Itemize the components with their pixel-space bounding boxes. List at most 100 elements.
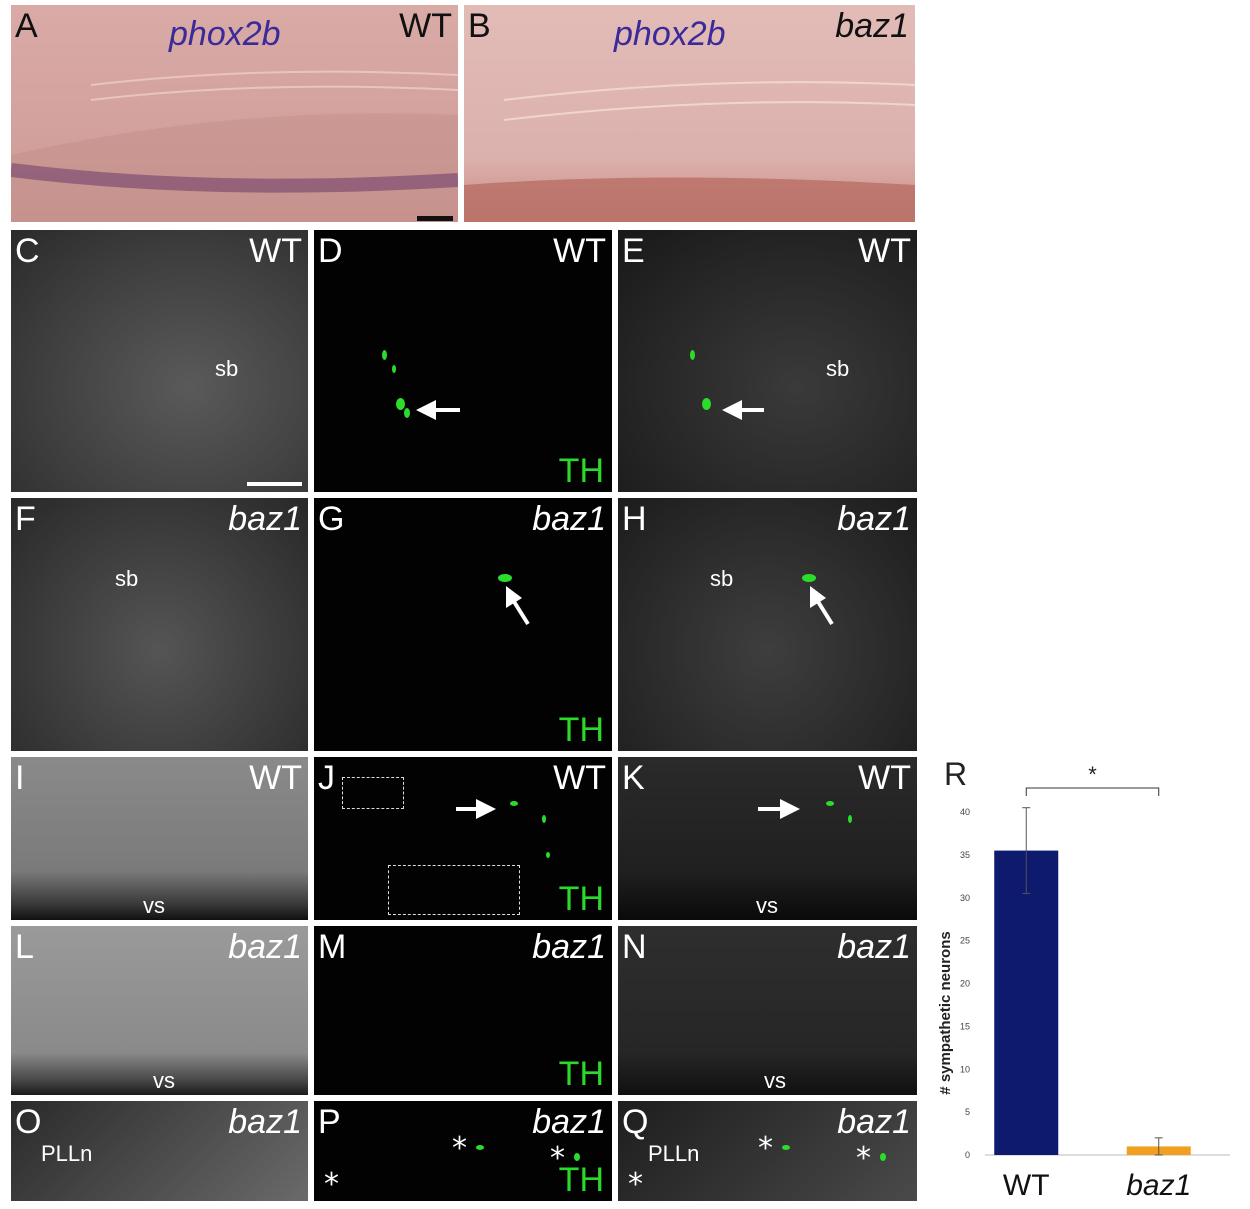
panel-a-tissue bbox=[11, 70, 458, 222]
inset-box bbox=[342, 777, 404, 809]
panel-label: D bbox=[318, 232, 343, 270]
genotype-label: baz1 bbox=[837, 928, 911, 966]
asterisk-marker: * bbox=[324, 1167, 339, 1201]
y-tick-label: 35 bbox=[960, 850, 970, 860]
arrow-icon bbox=[810, 586, 834, 626]
marker-label: TH bbox=[558, 880, 604, 918]
bar-chart: # sympathetic neurons 0 5 10 15 20 25 30 35 40 W… bbox=[937, 762, 1230, 1202]
genotype-label: baz1 bbox=[532, 1103, 606, 1141]
panel-o: O baz1 PLLn bbox=[11, 1101, 308, 1201]
th-cell bbox=[574, 1153, 580, 1161]
structure-label: sb bbox=[215, 356, 239, 381]
marker-label: TH bbox=[558, 1161, 604, 1199]
panel-label: K bbox=[622, 759, 645, 797]
panel-k: K WT vs bbox=[618, 757, 917, 920]
structure-label: sb bbox=[710, 566, 734, 591]
bar-wt bbox=[994, 850, 1059, 1155]
panel-label: P bbox=[318, 1103, 341, 1141]
th-cell bbox=[802, 574, 816, 582]
th-cell bbox=[396, 398, 405, 410]
significance-asterisk: * bbox=[1088, 762, 1097, 787]
asterisk-marker: * bbox=[758, 1131, 773, 1166]
y-tick-label: 10 bbox=[960, 1064, 970, 1074]
structure-label: sb bbox=[115, 566, 139, 591]
asterisk-marker: * bbox=[856, 1141, 871, 1176]
th-cell bbox=[476, 1145, 484, 1150]
genotype-label: WT bbox=[249, 759, 302, 797]
panel-label: Q bbox=[622, 1103, 649, 1141]
x-tick-label: baz1 bbox=[1126, 1169, 1191, 1202]
gene-label: phox2b bbox=[169, 15, 281, 53]
panel-label: O bbox=[15, 1103, 42, 1141]
th-cell bbox=[392, 365, 396, 373]
marker-label: TH bbox=[558, 711, 604, 749]
panel-j: J WT TH bbox=[314, 757, 612, 920]
panel-m: M baz1 TH bbox=[314, 926, 612, 1095]
genotype-label: baz1 bbox=[837, 1103, 911, 1141]
th-cell bbox=[382, 350, 387, 360]
genotype-label: WT bbox=[553, 759, 606, 797]
th-cell bbox=[880, 1153, 886, 1161]
panel-label: N bbox=[622, 928, 647, 966]
genotype-label: baz1 bbox=[532, 500, 606, 538]
th-cell bbox=[848, 815, 852, 823]
genotype-label: baz1 bbox=[228, 928, 302, 966]
arrow-icon bbox=[416, 400, 460, 420]
panel-b-tissue bbox=[464, 81, 915, 222]
inset-box bbox=[388, 865, 520, 915]
scale-bar bbox=[247, 482, 302, 486]
structure-label: sb bbox=[826, 356, 850, 381]
panel-e: E WT sb bbox=[618, 230, 917, 492]
structure-label: vs bbox=[756, 893, 778, 918]
panel-label: I bbox=[15, 759, 25, 797]
panel-d: D WT TH bbox=[314, 230, 612, 492]
panel-label: L bbox=[15, 928, 34, 966]
panel-label: A bbox=[15, 7, 38, 45]
genotype-label: WT bbox=[553, 232, 606, 270]
arrow-icon bbox=[506, 586, 530, 626]
panel-label: J bbox=[318, 759, 335, 797]
y-tick-label: 0 bbox=[965, 1150, 970, 1160]
structure-label: vs bbox=[143, 893, 165, 918]
th-cell bbox=[782, 1145, 790, 1150]
panel-label: H bbox=[622, 500, 647, 538]
panel-p: * * * P baz1 TH bbox=[314, 1101, 612, 1201]
panel-f: F baz1 sb bbox=[11, 498, 308, 751]
y-tick-label: 20 bbox=[960, 979, 970, 989]
panel-label: M bbox=[318, 928, 347, 966]
asterisk-marker: * bbox=[550, 1141, 565, 1176]
arrow-icon bbox=[758, 799, 800, 819]
gene-label: phox2b bbox=[614, 15, 726, 53]
th-cell bbox=[498, 574, 512, 582]
y-tick-label: 30 bbox=[960, 893, 970, 903]
panel-label: G bbox=[318, 500, 345, 538]
panel-label: R bbox=[944, 756, 968, 792]
panel-label: E bbox=[622, 232, 645, 270]
panel-g: G baz1 TH bbox=[314, 498, 612, 751]
structure-label: vs bbox=[764, 1068, 786, 1093]
th-cell bbox=[702, 398, 711, 410]
scale-bar bbox=[417, 216, 453, 221]
y-tick-label: 25 bbox=[960, 936, 970, 946]
th-cell bbox=[542, 815, 546, 823]
x-tick-label: WT bbox=[1003, 1169, 1050, 1202]
genotype-label: WT bbox=[858, 232, 911, 270]
panel-a: A phox2b WT bbox=[11, 5, 458, 222]
genotype-label: baz1 bbox=[228, 500, 302, 538]
panel-i: I WT vs bbox=[11, 757, 308, 920]
structure-label: vs bbox=[153, 1068, 175, 1093]
panel-n: N baz1 vs bbox=[618, 926, 917, 1095]
panel-label: C bbox=[15, 232, 40, 270]
y-tick-label: 15 bbox=[960, 1021, 970, 1031]
panel-c: C WT sb bbox=[11, 230, 308, 492]
panel-q: * * * Q baz1 PLLn bbox=[618, 1101, 917, 1201]
genotype-label: baz1 bbox=[837, 500, 911, 538]
th-cell bbox=[404, 408, 410, 418]
th-cell bbox=[510, 801, 518, 806]
y-axis-label: # sympathetic neurons bbox=[937, 931, 954, 1094]
arrow-icon bbox=[722, 400, 764, 420]
panel-l: L baz1 vs bbox=[11, 926, 308, 1095]
genotype-label: WT bbox=[399, 7, 452, 45]
th-cell bbox=[690, 350, 695, 360]
th-cell bbox=[546, 852, 550, 858]
